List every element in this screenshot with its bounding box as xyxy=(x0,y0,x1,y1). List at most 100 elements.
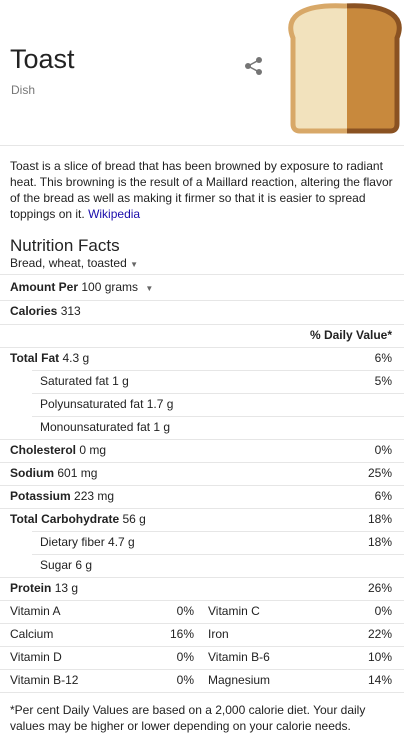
calories-row: Calories 313 xyxy=(0,300,404,323)
description: Toast is a slice of bread that has been … xyxy=(10,158,394,222)
nutrient-label: Monounsaturated fat xyxy=(40,420,151,434)
vitamin-label: Calcium xyxy=(10,627,54,641)
divider xyxy=(0,300,404,301)
vitamin-value: 0% xyxy=(374,604,392,618)
divider xyxy=(0,600,404,601)
vitamin-value: 0% xyxy=(176,650,194,664)
divider xyxy=(0,669,404,670)
amount-label: Amount Per xyxy=(10,280,79,294)
food-name: Bread, wheat, toasted xyxy=(10,256,127,270)
vitamin-row: Vitamin D 0% Vitamin B-6 10% xyxy=(0,646,404,669)
divider xyxy=(0,508,404,509)
share-icon[interactable] xyxy=(244,56,264,76)
vitamin-label: Vitamin D xyxy=(10,650,62,664)
nutrient-row: Polyunsaturated fat 1.7 g xyxy=(0,393,404,416)
vitamin-row: Vitamin B-12 0% Magnesium 14% xyxy=(0,669,404,692)
divider xyxy=(32,554,404,555)
divider xyxy=(0,623,404,624)
nutrient: Cholesterol 0 mg xyxy=(10,439,106,462)
daily-value: 6% xyxy=(374,489,392,503)
vitamin-value: 0% xyxy=(176,604,194,618)
divider xyxy=(0,462,404,463)
nutrient-row: Dietary fiber 4.7 g 18% xyxy=(0,531,404,554)
subtitle: Dish xyxy=(11,83,36,97)
nutrient-amount: 601 mg xyxy=(57,466,98,480)
nutrient: Sugar 6 g xyxy=(40,554,92,577)
nutrient-amount: 1.7 g xyxy=(146,397,174,411)
caret: ▼ xyxy=(145,284,154,293)
nutrition-title: Nutrition Facts xyxy=(10,236,120,255)
nutrient: Total Fat 4.3 g xyxy=(10,347,89,370)
nutrient: Protein 13 g xyxy=(10,577,78,600)
nutrient-row: Saturated fat 1 g 5% xyxy=(0,370,404,393)
nutrient: Potassium 223 mg xyxy=(10,485,114,508)
description-text: Toast is a slice of bread that has been … xyxy=(10,159,393,221)
nutrient: Monounsaturated fat 1 g xyxy=(40,416,170,439)
nutrient-row: Total Fat 4.3 g 6% xyxy=(0,347,404,370)
nutrient: Dietary fiber 4.7 g xyxy=(40,531,135,554)
divider xyxy=(32,531,404,532)
nutrient-amount: 6 g xyxy=(75,558,93,572)
footnote: *Per cent Daily Values are based on a 2,… xyxy=(10,703,366,733)
title: Toast xyxy=(10,44,75,74)
nutrient-row: Protein 13 g 26% xyxy=(0,577,404,600)
nutrient-amount: 223 mg xyxy=(74,489,115,503)
calories-label: Calories xyxy=(10,304,58,318)
divider xyxy=(0,274,404,275)
divider xyxy=(0,646,404,647)
nutrient: Sodium 601 mg xyxy=(10,462,97,485)
toast-image xyxy=(287,0,404,136)
vitamin-row: Calcium 16% Iron 22% xyxy=(0,623,404,646)
daily-value: 6% xyxy=(374,351,392,365)
vitamin-row: Vitamin A 0% Vitamin C 0% xyxy=(0,600,404,623)
nutrient: Total Carbohydrate 56 g xyxy=(10,508,146,531)
nutrient-label: Total Carbohydrate xyxy=(10,512,120,526)
daily-value: 25% xyxy=(367,466,392,480)
divider xyxy=(32,370,404,371)
amount-row: Amount Per 100 grams ▼ xyxy=(0,276,404,299)
food-select[interactable]: Bread, wheat, toasted ▼ xyxy=(10,256,139,270)
dv-header: % Daily Value* xyxy=(309,328,392,342)
divider xyxy=(32,393,404,394)
nutrient-label: Sodium xyxy=(10,466,54,480)
nutrient-label: Dietary fiber xyxy=(40,535,105,549)
vitamin-label: Vitamin C xyxy=(208,604,260,618)
calories: Calories 313 xyxy=(10,300,81,323)
vitamin-label: Magnesium xyxy=(208,673,271,687)
nutrient-amount: 0 mg xyxy=(79,443,107,457)
nutrient: Saturated fat 1 g xyxy=(40,370,129,393)
nutrient-row: Total Carbohydrate 56 g 18% xyxy=(0,508,404,531)
nutrient-amount: 4.7 g xyxy=(108,535,135,549)
vitamin-label: Vitamin B-12 xyxy=(10,673,79,687)
calories-value: 313 xyxy=(60,304,81,318)
nutrient-row: Sugar 6 g xyxy=(0,554,404,577)
nutrient: Polyunsaturated fat 1.7 g xyxy=(40,393,173,416)
nutrient-row: Cholesterol 0 mg 0% xyxy=(0,439,404,462)
nutrient-amount: 13 g xyxy=(54,581,79,595)
vitamin-label: Vitamin B-6 xyxy=(208,650,270,664)
divider xyxy=(0,577,404,578)
amount-value: 100 grams xyxy=(81,280,139,294)
divider xyxy=(0,324,404,325)
divider xyxy=(0,692,404,693)
nutrient-label: Potassium xyxy=(10,489,71,503)
divider xyxy=(0,439,404,440)
nutrient-row: Potassium 223 mg 6% xyxy=(0,485,404,508)
source-link[interactable]: Wikipedia xyxy=(88,207,141,221)
vitamin-value: 0% xyxy=(176,673,194,687)
nutrient-label: Polyunsaturated fat xyxy=(40,397,144,411)
nutrient-label: Saturated fat xyxy=(40,374,109,388)
nutrient-label: Total Fat xyxy=(10,351,60,365)
divider xyxy=(32,416,404,417)
divider xyxy=(0,347,404,348)
daily-value: 18% xyxy=(367,512,392,526)
nutrient-row: Sodium 601 mg 25% xyxy=(0,462,404,485)
amount-select[interactable]: Amount Per 100 grams ▼ xyxy=(10,276,153,300)
vitamin-value: 22% xyxy=(367,627,392,641)
vitamin-label: Iron xyxy=(208,627,229,641)
daily-value: 26% xyxy=(367,581,392,595)
vitamin-label: Vitamin A xyxy=(10,604,61,618)
divider xyxy=(0,485,404,486)
nutrient-label: Protein xyxy=(10,581,52,595)
